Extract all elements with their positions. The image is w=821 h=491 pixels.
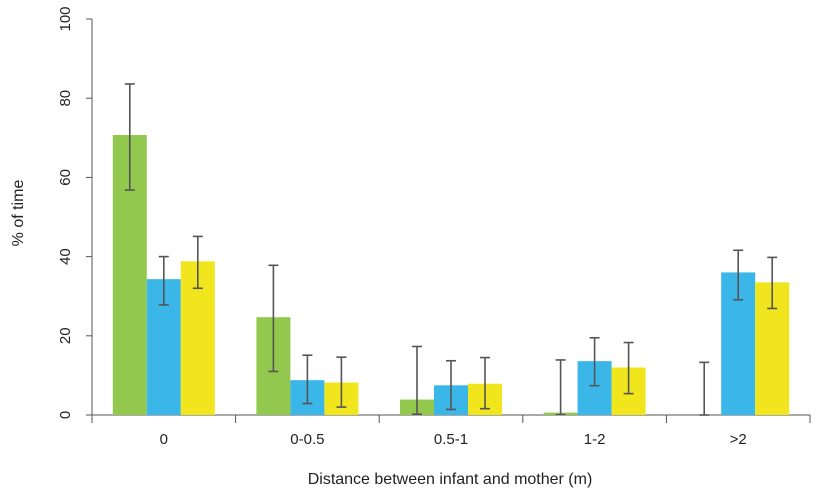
y-axis-title: % of time	[10, 180, 27, 247]
y-tick-label: 40	[57, 248, 74, 265]
y-tick-label: 0	[57, 411, 74, 419]
x-tick-label: >2	[730, 431, 747, 448]
y-tick-label: 60	[57, 169, 74, 186]
x-tick-label: 0-0.5	[290, 431, 324, 448]
y-tick-label: 100	[57, 6, 74, 31]
x-axis: 0 0-0.5 0.5-1 1-2 >2	[91, 414, 811, 448]
y-tick-label: 20	[57, 327, 74, 344]
error-bars	[124, 83, 778, 416]
y-axis: 0 20 40 60 80 100	[57, 6, 93, 419]
x-tick-label: 0.5-1	[434, 431, 468, 448]
bars	[112, 135, 790, 415]
x-axis-title: Distance between infant and mother (m)	[308, 471, 593, 488]
y-tick-label: 80	[57, 90, 74, 107]
x-tick-label: 0	[160, 431, 168, 448]
x-tick-label: 1-2	[584, 431, 606, 448]
